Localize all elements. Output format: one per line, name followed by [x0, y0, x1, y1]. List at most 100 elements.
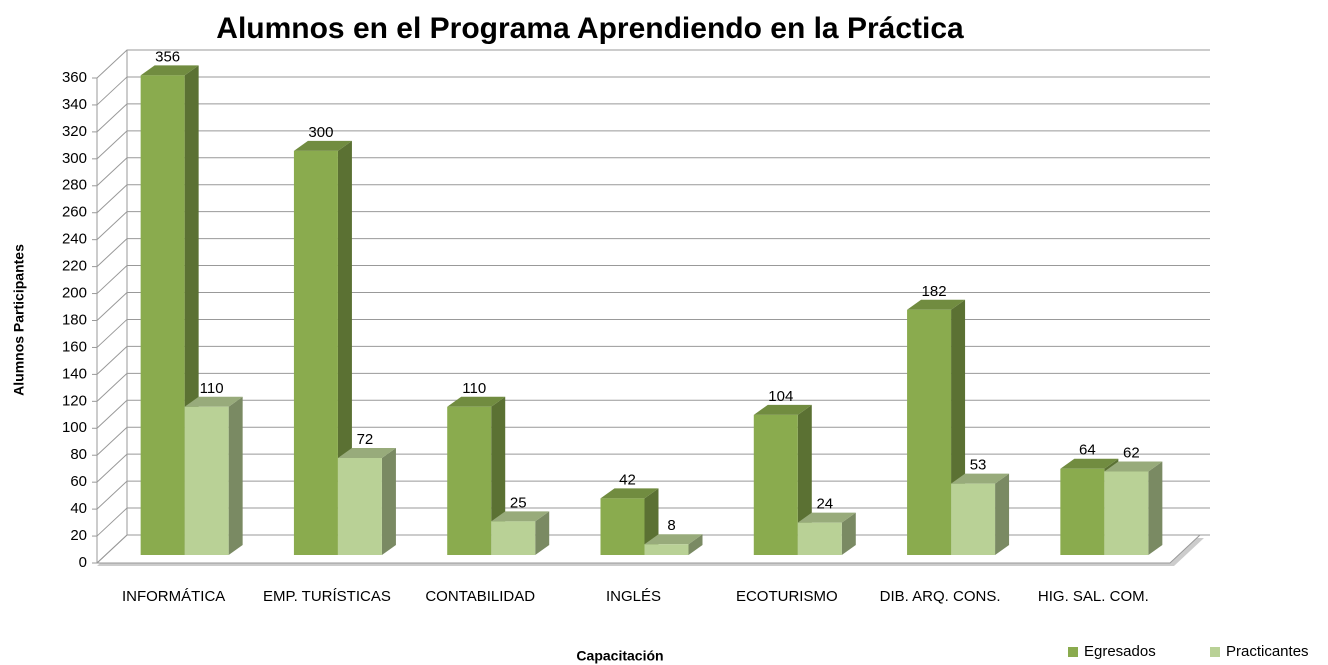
bar-face — [140, 65, 199, 76]
bar-face — [293, 150, 338, 556]
bar-face — [1104, 471, 1149, 555]
bar-face — [797, 512, 856, 523]
y-tick-label: 120 — [62, 392, 87, 409]
y-tick-label: 180 — [62, 311, 87, 328]
bar-face — [337, 458, 382, 555]
y-tick-label: 140 — [62, 365, 87, 382]
y-tick-label: 320 — [62, 123, 87, 140]
bar-face — [600, 488, 659, 499]
bar — [337, 448, 396, 555]
y-tick-label: 240 — [62, 231, 87, 248]
bar — [797, 512, 856, 555]
bar-face — [644, 534, 703, 545]
data-label: 182 — [922, 283, 947, 300]
bar-face — [688, 534, 703, 555]
grid-line — [96, 399, 1210, 429]
y-tick-label: 300 — [62, 150, 87, 167]
bar-face — [228, 396, 243, 555]
grid-line — [96, 103, 1210, 133]
bar-face — [447, 396, 506, 407]
bar — [753, 404, 812, 555]
y-tick-label: 340 — [62, 96, 87, 113]
bar — [491, 511, 550, 555]
grid-line — [96, 345, 1210, 375]
bar-face — [1104, 461, 1163, 472]
data-label: 104 — [768, 388, 793, 405]
legend-swatch — [1068, 647, 1078, 657]
grid-line — [96, 49, 1210, 79]
bar-face — [293, 140, 352, 151]
grid-line — [96, 76, 1210, 106]
bar-face — [951, 473, 1010, 484]
y-tick-label: 60 — [70, 473, 87, 490]
bar-face — [797, 522, 842, 555]
bar-face — [491, 511, 550, 522]
y-tick-label: 160 — [62, 338, 87, 355]
data-label: 24 — [816, 496, 833, 513]
bar-face — [753, 414, 798, 555]
bar-face — [337, 448, 396, 458]
data-label: 64 — [1079, 442, 1096, 459]
y-tick-label: 200 — [62, 285, 87, 302]
bar-face — [951, 483, 996, 555]
grid-line — [96, 130, 1210, 160]
y-tick-label: 360 — [62, 69, 87, 86]
data-label: 62 — [1123, 444, 1140, 461]
bar-face — [1060, 458, 1119, 469]
bar-face — [491, 521, 536, 555]
y-tick-label: 220 — [62, 258, 87, 275]
x-tick-label: DIB. ARQ. CONS. — [880, 588, 1001, 605]
x-tick-label: CONTABILIDAD — [425, 588, 535, 605]
bar-face — [140, 75, 185, 555]
bar-face — [447, 406, 492, 555]
grid-line — [96, 318, 1210, 348]
bar-face — [535, 511, 550, 555]
x-tick-label: ECOTURISMO — [736, 588, 838, 605]
data-label: 72 — [357, 431, 374, 448]
bar — [644, 534, 703, 555]
data-label: 25 — [510, 494, 527, 511]
legend-swatch — [1210, 647, 1220, 657]
bar-face — [184, 406, 229, 555]
data-label: 300 — [308, 124, 333, 141]
bar-face — [907, 309, 952, 555]
x-tick-label: INGLÉS — [606, 588, 661, 605]
data-label: 53 — [970, 457, 987, 474]
bar-face — [644, 544, 689, 555]
grid-line — [96, 211, 1210, 241]
grid-line — [96, 292, 1210, 321]
y-tick-label: 260 — [62, 204, 87, 221]
grid-line — [96, 157, 1210, 187]
grid-line — [96, 372, 1210, 402]
grid-line — [96, 480, 1210, 510]
bar-face — [753, 404, 812, 415]
data-label: 42 — [619, 471, 636, 488]
legend-label: Practicantes — [1226, 643, 1309, 660]
data-label: 356 — [155, 48, 180, 65]
bar-face — [381, 448, 396, 555]
grid-line — [96, 453, 1210, 483]
legend-label: Egresados — [1084, 643, 1156, 660]
x-axis-title: Capacitación — [576, 648, 663, 664]
bar-face — [1060, 468, 1105, 555]
bar-face — [600, 498, 645, 555]
y-tick-label: 80 — [70, 446, 87, 463]
x-tick-label: INFORMÁTICA — [122, 588, 225, 605]
y-tick-label: 40 — [70, 500, 87, 517]
grid-line — [96, 507, 1210, 537]
grid-line — [96, 426, 1210, 456]
grid-line — [96, 265, 1210, 294]
y-tick-label: 0 — [79, 554, 87, 571]
bar-face — [1148, 461, 1163, 555]
grid-line — [96, 184, 1210, 214]
y-tick-label: 280 — [62, 177, 87, 194]
bar-face — [841, 512, 856, 555]
grid-line — [96, 238, 1210, 267]
x-tick-label: HIG. SAL. COM. — [1038, 588, 1149, 605]
data-label: 110 — [462, 380, 486, 397]
bar — [951, 473, 1010, 555]
y-tick-label: 100 — [62, 419, 87, 436]
chart-title: Alumnos en el Programa Aprendiendo en la… — [216, 12, 964, 45]
bar — [184, 396, 243, 555]
